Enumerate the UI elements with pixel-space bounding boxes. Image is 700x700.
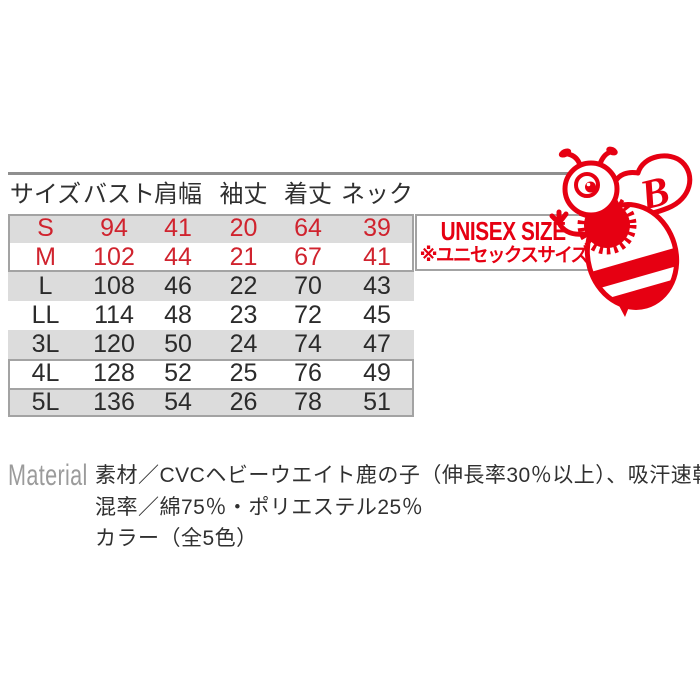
value-cell: 74	[294, 330, 322, 358]
material-line-blend: 混率／綿75％・ポリエステル25％	[95, 495, 424, 519]
size-cell: LL	[31, 301, 60, 329]
value-cell: 44	[164, 243, 192, 271]
table-row-3l: 3L 120 50 24 74 47	[8, 330, 414, 359]
value-cell: 102	[93, 243, 135, 271]
size-cell: M	[35, 243, 56, 271]
unisex-size-badge: UNISEX SIZE ※ユニセックスサイズ	[415, 214, 592, 271]
value-cell: 24	[229, 330, 258, 358]
column-header-sleeve: 袖丈	[219, 180, 268, 208]
table-row-ll: LL 114 48 23 72 45	[8, 301, 414, 330]
value-cell: 64	[294, 214, 322, 242]
value-cell: 120	[93, 330, 135, 358]
unisex-size-title: UNISEX SIZE	[440, 215, 567, 246]
value-cell: 26	[229, 388, 258, 416]
table-row-5l: 5L 136 54 26 78 51	[8, 388, 414, 417]
unisex-size-group: S 94 41 20 64 39 M 102 44 21 67 41	[8, 214, 414, 272]
value-cell: 108	[93, 272, 135, 300]
value-cell: 72	[294, 301, 322, 329]
material-line-color: カラー（全5色）	[95, 527, 258, 550]
value-cell: 49	[363, 359, 391, 387]
value-cell: 41	[164, 214, 192, 242]
value-cell: 21	[229, 243, 258, 271]
value-cell: 78	[294, 388, 322, 416]
value-cell: 48	[164, 301, 192, 329]
value-cell: 114	[94, 301, 134, 329]
bee-illustration: B	[549, 146, 693, 319]
size-cell: 4L	[31, 359, 60, 387]
column-header-neck: ネック	[341, 180, 413, 208]
table-top-rule	[8, 172, 590, 175]
material-description: 素材／CVCヘビーウエイト鹿の子（伸長率30％以上）、吸汗速乾加工 混率／綿75…	[95, 460, 700, 555]
size-cell: S	[37, 214, 54, 242]
value-cell: 23	[229, 301, 258, 329]
material-section-label: Material	[8, 459, 88, 492]
bee-stinger	[616, 297, 633, 317]
value-cell: 47	[363, 330, 391, 358]
value-cell: 46	[164, 272, 192, 300]
column-header-length: 着丈	[284, 180, 332, 208]
bee-arm	[549, 209, 587, 237]
bee-eye	[574, 172, 600, 198]
column-header-size: サイズ	[9, 180, 82, 208]
value-cell: 136	[93, 388, 135, 416]
table-row-l: L 108 46 22 70 43	[8, 272, 414, 301]
material-line-fabric: 素材／CVCヘビーウエイト鹿の子（伸長率30％以上）、吸汗速乾加工	[95, 464, 700, 487]
value-cell: 67	[294, 243, 322, 271]
size-cell: L	[38, 272, 53, 300]
size-chart-table: サイズ バスト 肩幅 袖丈 着丈 ネック S 94 41 20 64 39 M …	[8, 175, 414, 417]
table-row-4l: 4L 128 52 25 76 49	[8, 359, 414, 388]
value-cell: 70	[294, 272, 322, 300]
value-cell: 50	[164, 330, 192, 358]
value-cell: 41	[363, 243, 391, 271]
value-cell: 43	[363, 272, 391, 300]
size-cell: 5L	[31, 388, 60, 416]
value-cell: 25	[229, 359, 258, 387]
table-row-s: S 94 41 20 64 39	[8, 214, 414, 243]
column-header-shoulder: 肩幅	[154, 180, 202, 208]
value-cell: 45	[363, 301, 391, 329]
value-cell: 128	[93, 359, 135, 387]
value-cell: 54	[164, 388, 192, 416]
value-cell: 22	[229, 272, 258, 300]
value-cell: 39	[363, 214, 391, 242]
column-header-bust: バスト	[83, 180, 155, 208]
unisex-size-subtitle: ※ユニセックスサイズ	[419, 244, 589, 266]
value-cell: 20	[229, 214, 258, 242]
table-row-m: M 102 44 21 67 41	[8, 243, 414, 272]
table-header-row: サイズ バスト 肩幅 袖丈 着丈 ネック	[8, 175, 414, 214]
value-cell: 94	[100, 214, 128, 242]
value-cell: 52	[164, 359, 192, 387]
large-size-group: 4L 128 52 25 76 49 5L 136 54 26 78 51	[8, 359, 414, 417]
size-cell: 3L	[31, 330, 60, 358]
value-cell: 51	[363, 388, 391, 416]
bee-mascot-icon: B	[544, 146, 696, 319]
value-cell: 76	[294, 359, 322, 387]
